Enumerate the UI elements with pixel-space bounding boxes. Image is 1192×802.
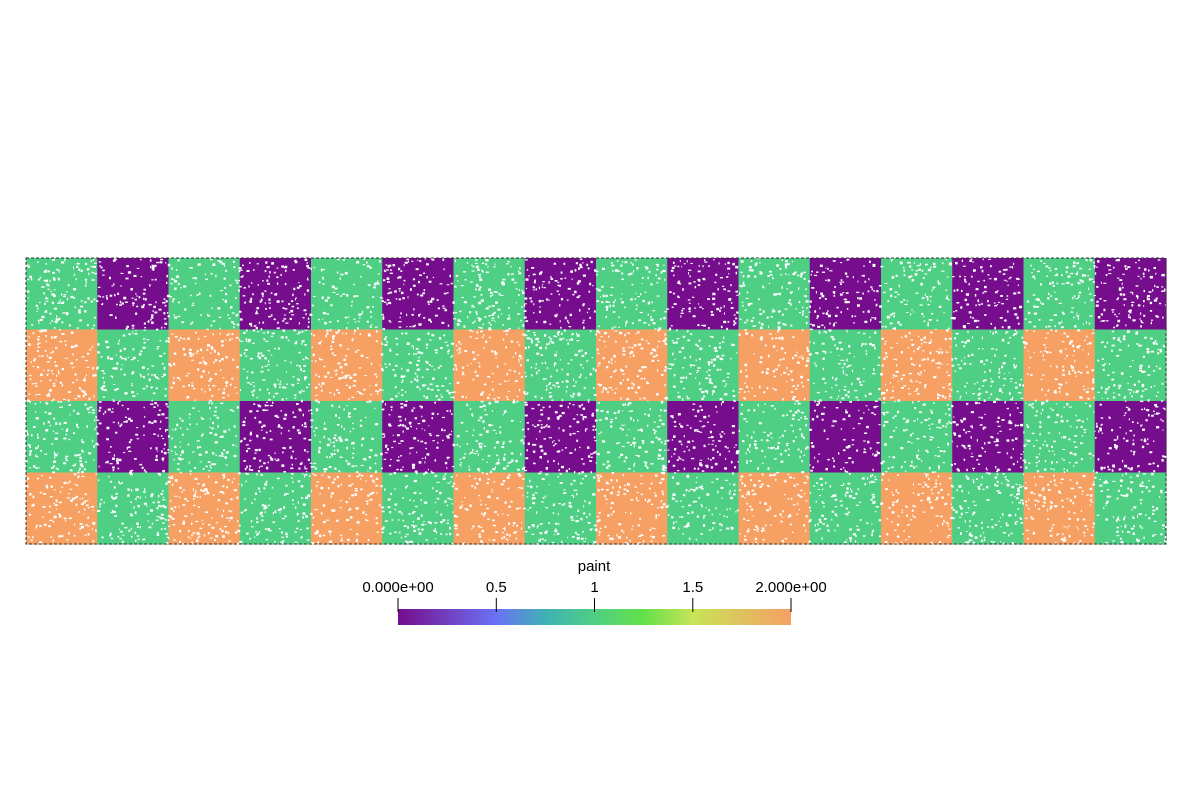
- grid-cell: [809, 472, 882, 545]
- grid-cell: [453, 472, 526, 545]
- grid-cell: [26, 472, 98, 545]
- grid-cell: [881, 401, 953, 474]
- grid-cell: [881, 258, 953, 331]
- grid-cell: [667, 401, 740, 474]
- grid-cell: [952, 472, 1025, 545]
- grid-cell: [738, 472, 811, 545]
- color-bar-title: paint: [577, 558, 611, 575]
- grid-cell: [311, 472, 383, 545]
- grid-cell: [524, 472, 597, 545]
- grid-cell: [524, 329, 597, 402]
- grid-cell: [168, 472, 241, 545]
- grid-cell: [168, 401, 241, 474]
- grid-cell: [1023, 258, 1096, 331]
- grid-cell: [952, 329, 1025, 402]
- grid-cell: [738, 329, 811, 402]
- grid-cell: [1023, 401, 1096, 474]
- color-bar: [398, 609, 791, 625]
- grid-cell: [881, 472, 953, 545]
- grid-cell: [311, 401, 383, 474]
- grid-cell: [168, 329, 241, 402]
- grid-cell: [239, 401, 312, 474]
- grid-cell: [1094, 472, 1167, 545]
- color-bar-tick-label: 1: [590, 579, 599, 596]
- grid-cell: [97, 329, 170, 402]
- grid-cell: [1094, 401, 1167, 474]
- grid-cell: [667, 329, 740, 402]
- grid-cell: [26, 329, 98, 402]
- color-bar-tick-label: 2.000e+00: [755, 579, 827, 596]
- grid-cell: [453, 258, 526, 331]
- grid-cell: [524, 401, 597, 474]
- grid-cell: [596, 258, 668, 331]
- grid-cell: [809, 329, 882, 402]
- grid-cell: [168, 258, 241, 331]
- domain-outline: [25, 257, 1167, 545]
- grid-cell: [596, 329, 668, 402]
- grid-cell: [97, 401, 170, 474]
- color-bar-tick-label: 0.000e+00: [362, 579, 434, 596]
- speckle-noise: [26, 258, 1169, 547]
- grid-cell: [453, 329, 526, 402]
- grid-cell: [667, 258, 740, 331]
- grid-cell: [26, 401, 98, 474]
- color-bar-tick-label: 1.5: [682, 579, 704, 596]
- grid-cell: [952, 258, 1025, 331]
- speckle-path: [26, 258, 1169, 547]
- grid-cell: [97, 258, 170, 331]
- color-bar-tick-label: 0.5: [485, 579, 507, 596]
- grid-cell: [596, 472, 668, 545]
- grid-cell: [382, 401, 455, 474]
- grid-cell: [952, 401, 1025, 474]
- color-bar-ticks: [397, 598, 792, 612]
- grid-cell: [524, 258, 597, 331]
- grid-cell: [239, 472, 312, 545]
- grid-cell: [453, 401, 526, 474]
- grid-cell: [382, 472, 455, 545]
- grid-cell: [1023, 329, 1096, 402]
